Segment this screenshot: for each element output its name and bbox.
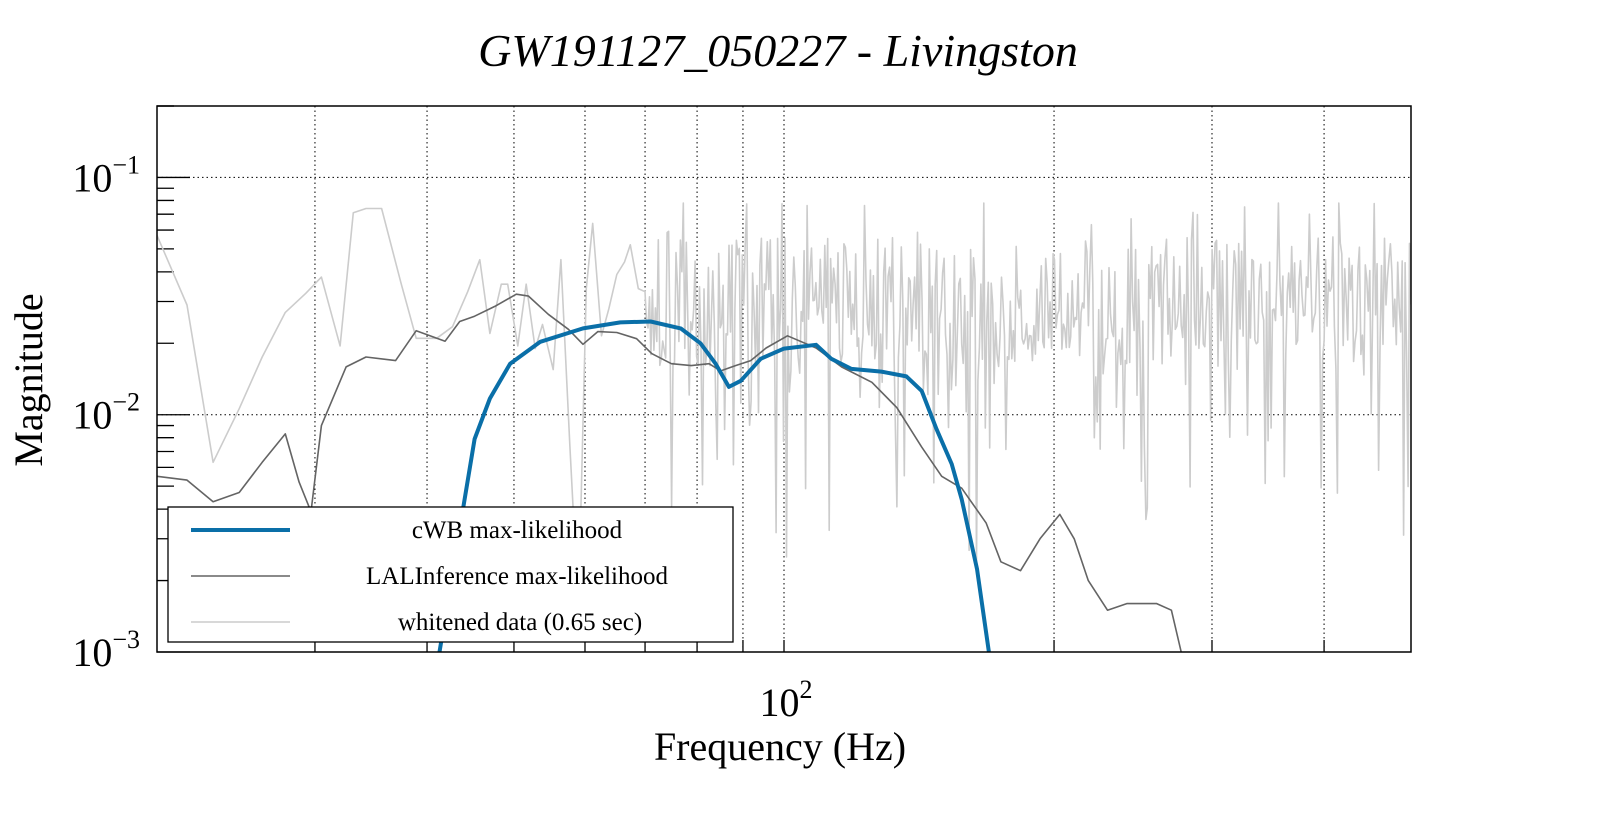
y-tick-base: 10	[72, 630, 112, 675]
plot-frame	[156, 105, 1412, 653]
y-axis-label: Magnitude	[6, 293, 51, 466]
y-tick-label: 10−3	[72, 625, 140, 675]
y-tick-exponent: −3	[112, 625, 140, 654]
series-lalinference-line	[157, 293, 1182, 652]
series-whitened-data-line	[157, 202, 1411, 611]
legend: cWB max-likelihood LALInference max-like…	[167, 506, 734, 643]
x-tick-exponent: 2	[800, 675, 813, 704]
series-cwb-line	[437, 319, 991, 652]
y-tick-base: 10	[72, 155, 112, 200]
legend-label-lalinference: LALInference max-likelihood	[366, 563, 668, 590]
chart-title: GW191127_050227 - Livingston	[478, 25, 1078, 76]
y-tick-exponent: −2	[112, 388, 140, 417]
y-tick-label: 10−1	[72, 150, 140, 200]
y-tick-exponent: −1	[112, 150, 140, 179]
x-axis-label: Frequency (Hz)	[654, 724, 906, 769]
y-tick-base: 10	[72, 393, 112, 438]
legend-label-whitened: whitened data (0.65 sec)	[398, 609, 642, 636]
legend-label-cwb: cWB max-likelihood	[412, 517, 623, 544]
plot-area	[157, 202, 1411, 652]
x-tick-label: 102	[760, 675, 813, 725]
series-layer	[157, 202, 1411, 652]
y-tick-label: 10−2	[72, 388, 140, 438]
x-tick-base: 10	[760, 680, 800, 725]
